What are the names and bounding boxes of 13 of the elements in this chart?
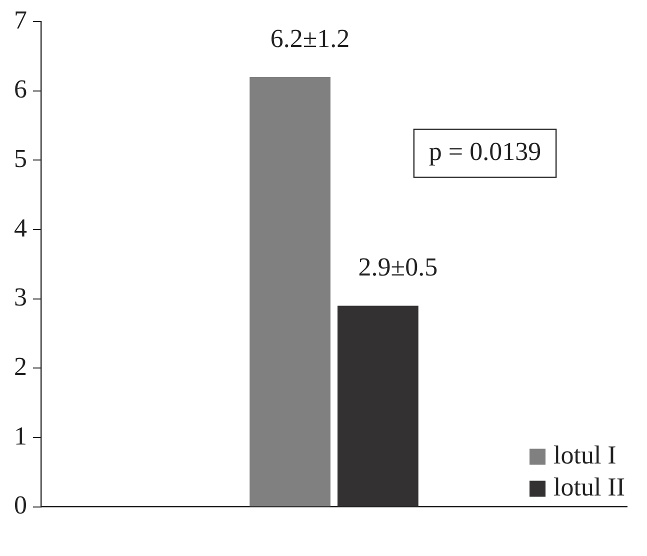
- y-tick-label: 6: [14, 74, 27, 104]
- legend-label: lotul I: [554, 440, 616, 470]
- legend-label: lotul II: [554, 472, 626, 502]
- y-tick-label: 7: [14, 5, 27, 34]
- annotation: p = 0.0139: [428, 137, 542, 166]
- y-tick-label: 3: [14, 282, 27, 312]
- y-tick-label: 2: [14, 352, 27, 381]
- y-tick-label: 0: [14, 490, 27, 520]
- y-tick-label: 5: [14, 144, 27, 174]
- data-label: 6.2±1.2: [270, 24, 350, 53]
- data-label: 2.9±0.5: [358, 252, 438, 282]
- y-tick-label: 1: [14, 421, 27, 450]
- y-tick-label: 4: [14, 213, 27, 242]
